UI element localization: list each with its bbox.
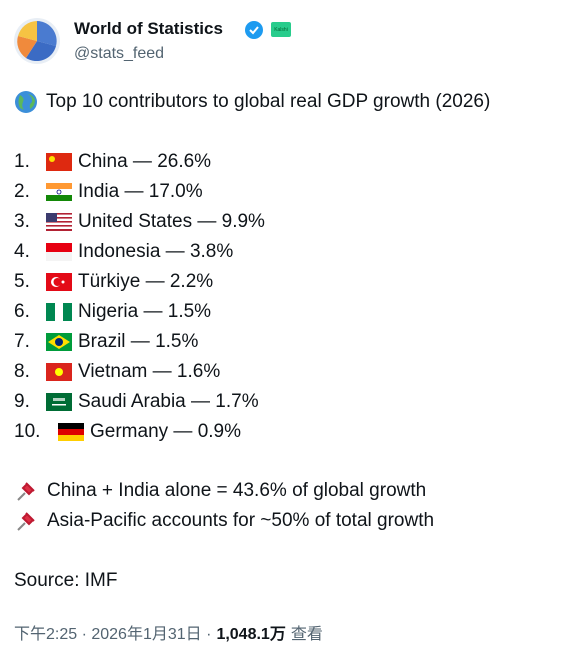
rank: 10. — [14, 421, 41, 442]
item-text: Türkiye — 2.2% — [78, 271, 214, 292]
note: Asia-Pacific accounts for ~50% of total … — [14, 509, 434, 533]
rank: 7. — [14, 331, 30, 352]
headline: Top 10 contributors to global real GDP g… — [46, 91, 491, 112]
list-item: 7. Brazil — 1.5% — [14, 329, 198, 355]
avatar[interactable] — [14, 18, 60, 64]
list-item: 5. Türkiye — 2.2% — [14, 269, 213, 295]
item-text: Indonesia — 3.8% — [78, 241, 234, 262]
flag-icon — [46, 273, 72, 291]
flag-icon — [46, 243, 72, 261]
note-text: China + India alone = 43.6% of global gr… — [47, 480, 427, 501]
note: China + India alone = 43.6% of global gr… — [14, 479, 426, 503]
rank: 3. — [14, 211, 30, 232]
footer: 下午2:25 · 2026年1月31日 · 1,048.1万 查看 — [14, 620, 323, 644]
item-text: Germany — 0.9% — [90, 421, 241, 442]
rank: 9. — [14, 391, 30, 412]
author-handle[interactable]: @stats_feed — [74, 45, 165, 62]
flag-icon — [58, 423, 84, 441]
rank: 8. — [14, 361, 30, 382]
item-text: China — 26.6% — [78, 151, 212, 172]
list-item: 2. India — 17.0% — [14, 179, 203, 205]
flag-icon — [46, 303, 72, 321]
rank: 2. — [14, 181, 30, 202]
list-item: 3. United States — 9.9% — [14, 209, 265, 235]
author-name[interactable]: World of Statistics — [74, 19, 223, 38]
flag-icon — [46, 363, 72, 381]
rank: 5. — [14, 271, 30, 292]
item-text: Vietnam — 1.6% — [78, 361, 221, 382]
globe-icon — [15, 91, 37, 113]
item-text: Brazil — 1.5% — [78, 331, 199, 352]
item-text: Nigeria — 1.5% — [78, 301, 212, 322]
item-text: India — 17.0% — [78, 181, 203, 202]
source: Source: IMF — [14, 570, 118, 591]
flag-icon — [46, 393, 72, 411]
rank: 4. — [14, 241, 30, 262]
list-item: 1. China — 26.6% — [14, 149, 211, 175]
rank: 6. — [14, 301, 30, 322]
affiliate-badge: Kalshi — [271, 22, 291, 37]
flag-icon — [46, 213, 72, 231]
list-item: 4. Indonesia — 3.8% — [14, 239, 233, 265]
timestamp[interactable]: 下午2:25 · 2026年1月31日 · — [14, 626, 212, 643]
list-item: 6. Nigeria — 1.5% — [14, 299, 211, 325]
rank: 1. — [14, 151, 30, 172]
verified-badge — [245, 21, 263, 39]
pin-icon — [17, 512, 35, 531]
list-item: 8. Vietnam — 1.6% — [14, 359, 220, 385]
view-count: 1,048.1万 — [216, 626, 286, 643]
item-text: United States — 9.9% — [78, 211, 265, 232]
item-text: Saudi Arabia — 1.7% — [78, 391, 259, 412]
flag-icon — [46, 183, 72, 201]
note-text: Asia-Pacific accounts for ~50% of total … — [47, 510, 435, 531]
views-label: 查看 — [290, 626, 323, 643]
list-item: 9. Saudi Arabia — 1.7% — [14, 389, 259, 415]
flag-icon — [46, 153, 72, 171]
flag-icon — [46, 333, 72, 351]
list-item: 10. Germany — 0.9% — [14, 419, 241, 445]
pin-icon — [17, 482, 35, 501]
